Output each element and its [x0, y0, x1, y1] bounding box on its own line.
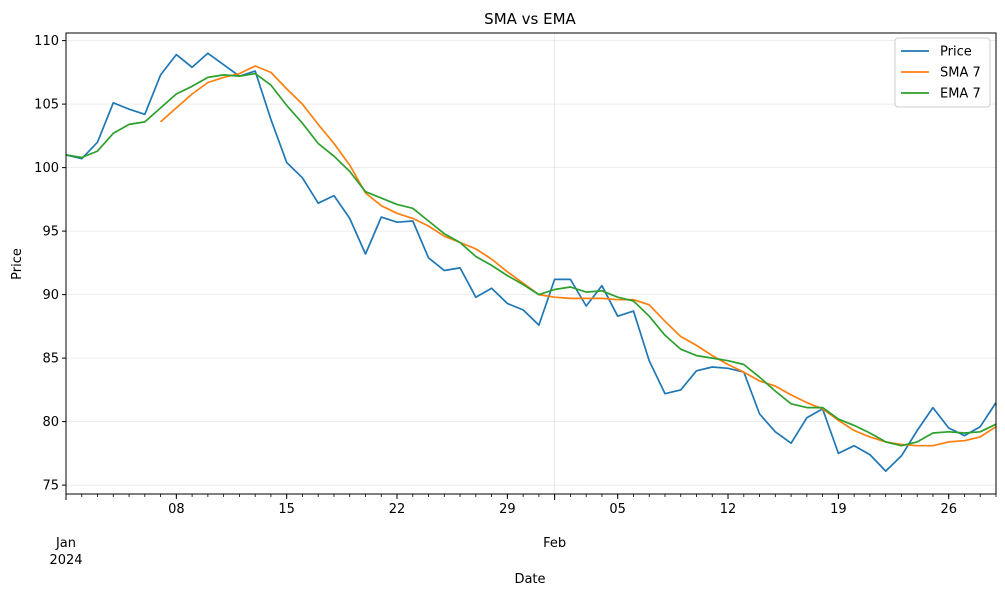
plot-frame: [65, 32, 997, 495]
series-line-ema-7: [65, 72, 997, 447]
x-tick-label: 08: [168, 502, 185, 517]
y-tick-label: 100: [34, 161, 59, 176]
x-tick-label: 29: [499, 502, 516, 517]
legend-label-sma-7: SMA 7: [940, 66, 981, 81]
x-tick-label: 15: [278, 502, 295, 517]
y-axis: 75 80 85 90 95 100 105 110: [34, 34, 66, 494]
series-line-price: [65, 52, 997, 472]
x-tick-label: 22: [389, 502, 406, 517]
y-tick-label: 75: [42, 479, 59, 494]
legend-box: [894, 37, 991, 108]
x-year-label: 2024: [49, 553, 82, 568]
legend-label-ema-7: EMA 7: [940, 87, 981, 102]
x-tick-label: 19: [830, 502, 847, 517]
x-tick-label: 05: [609, 502, 626, 517]
y-tick-label: 80: [42, 415, 59, 430]
chart-title: SMA vs EMA: [484, 10, 576, 28]
y-tick-label: 85: [42, 352, 59, 367]
series-line-sma-7: [160, 65, 997, 447]
x-tick-label: 26: [940, 502, 957, 517]
y-axis-label: Price: [10, 248, 25, 280]
plot-lines: [65, 52, 997, 472]
x-month-label: Jan: [55, 536, 76, 551]
x-month-label: Feb: [543, 536, 566, 551]
y-tick-label: 110: [34, 34, 59, 49]
x-tick-label: 12: [720, 502, 737, 517]
x-axis: 08 15 22 29 05 12 19 26 Jan 2024 Feb: [49, 494, 997, 568]
x-axis-label: Date: [514, 572, 545, 587]
y-tick-label: 90: [42, 288, 59, 303]
y-tick-label: 105: [34, 98, 59, 113]
legend-label-price: Price: [940, 45, 972, 60]
legend: Price SMA 7 EMA 7: [894, 37, 991, 108]
y-tick-label: 95: [42, 225, 59, 240]
